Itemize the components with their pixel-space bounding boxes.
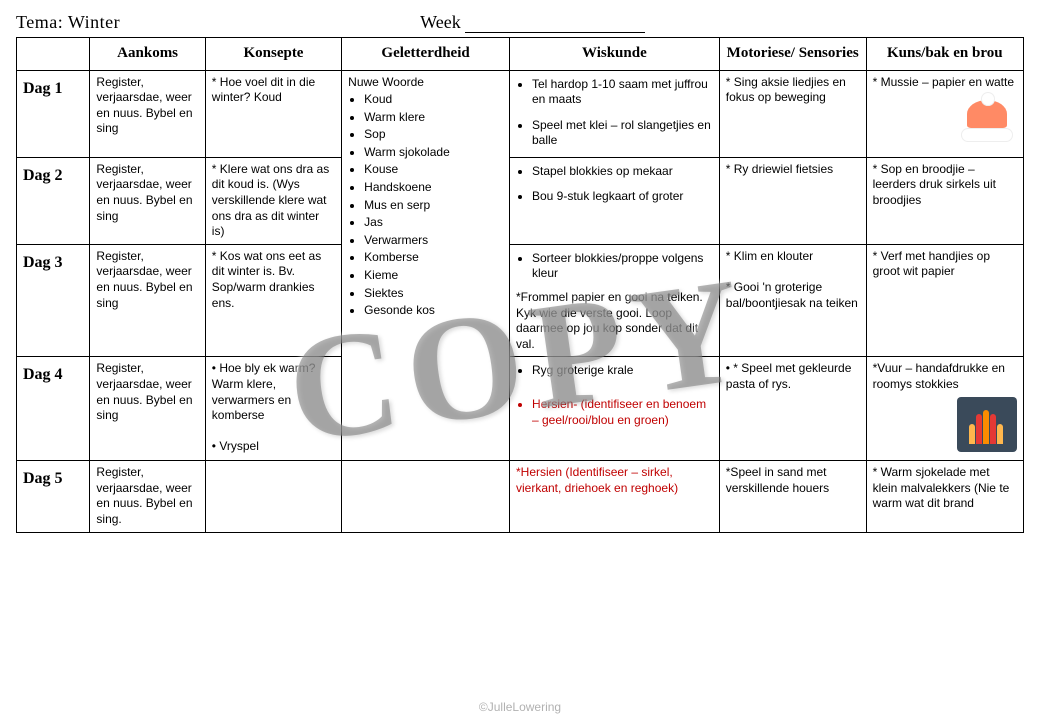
dag5-aankoms: Register, verjaarsdae, weer en nuus. Byb… <box>90 461 205 532</box>
dag4-label: Dag 4 <box>17 357 90 461</box>
dag1-wiskunde: Tel hardop 1-10 saam met juffrou en maat… <box>509 70 719 157</box>
row-dag1: Dag 1 Register, verjaarsdae, weer en nuu… <box>17 70 1024 157</box>
gel-item: Sop <box>364 127 503 143</box>
row-dag5: Dag 5 Register, verjaarsdae, weer en nuu… <box>17 461 1024 532</box>
week-underline <box>465 19 645 33</box>
geletterdheid-intro: Nuwe Woorde <box>348 75 424 89</box>
dag2-aankoms: Register, verjaarsdae, weer en nuus. Byb… <box>90 157 205 244</box>
gel-item: Komberse <box>364 250 503 266</box>
dag2-wiskunde: Stapel blokkies op mekaar Bou 9-stuk leg… <box>509 157 719 244</box>
dag2-konsepte: * Klere wat ons dra as dit koud is. (Wys… <box>205 157 341 244</box>
geletterdheid-list: Koud Warm klere Sop Warm sjokolade Kouse… <box>348 92 503 319</box>
week-label: Week <box>420 12 461 32</box>
gel-item: Siektes <box>364 286 503 302</box>
dag1-motories: * Sing aksie liedjies en fokus op bewegi… <box>719 70 866 157</box>
dag3-kuns: * Verf met handjies op groot wit papier <box>866 244 1023 357</box>
footer-credit: ©JulleLowering <box>479 700 561 714</box>
dag3-label: Dag 3 <box>17 244 90 357</box>
dag4-kuns: *Vuur – handafdrukke en roomys stokkies <box>866 357 1023 461</box>
dag4-kuns-text: *Vuur – handafdrukke en roomys stokkies <box>873 361 1005 391</box>
dag1-wis-item: Speel met klei – rol slangetjies en ball… <box>532 118 713 149</box>
row-dag2: Dag 2 Register, verjaarsdae, weer en nuu… <box>17 157 1024 244</box>
dag1-wis-item: Tel hardop 1-10 saam met juffrou en maat… <box>532 77 713 108</box>
dag2-wis-item: Stapel blokkies op mekaar <box>532 164 713 180</box>
dag5-motories: *Speel in sand met verskillende houers <box>719 461 866 532</box>
dag4-wis-a: Ryg groterige krale <box>532 363 713 379</box>
dag2-kuns: * Sop en broodjie – leerders druk sirkel… <box>866 157 1023 244</box>
dag1-aankoms: Register, verjaarsdae, weer en nuus. Byb… <box>90 70 205 157</box>
gel-item: Handskoene <box>364 180 503 196</box>
dag4-aankoms: Register, verjaarsdae, weer en nuus. Byb… <box>90 357 205 461</box>
dag3-motories: * Klim en klouter * Gooi 'n groterige ba… <box>719 244 866 357</box>
gel-item: Warm klere <box>364 110 503 126</box>
th-konsepte: Konsepte <box>205 38 341 71</box>
gel-item: Warm sjokolade <box>364 145 503 161</box>
th-day <box>17 38 90 71</box>
dag4-konsepte: • Hoe bly ek warm? Warm klere, verwarmer… <box>205 357 341 461</box>
hat-icon <box>957 94 1017 144</box>
dag1-konsepte: * Hoe voel dit in die winter? Koud <box>205 70 341 157</box>
dag3-wis-a: Sorteer blokkies/proppe volgens kleur <box>532 251 713 282</box>
gel-item: Koud <box>364 92 503 108</box>
dag4-motories: • * Speel met gekleurde pasta of rys. <box>719 357 866 461</box>
row-dag3: Dag 3 Register, verjaarsdae, weer en nuu… <box>17 244 1024 357</box>
dag2-wis-item: Bou 9-stuk legkaart of groter <box>532 189 713 205</box>
fire-icon <box>957 397 1017 452</box>
dag5-label: Dag 5 <box>17 461 90 532</box>
dag1-label: Dag 1 <box>17 70 90 157</box>
dag5-wiskunde: *Hersien (Identifiseer – sirkel, vierkan… <box>509 461 719 532</box>
dag2-motories: * Ry driewiel fietsies <box>719 157 866 244</box>
gel-item: Jas <box>364 215 503 231</box>
th-geletterdheid: Geletterdheid <box>342 38 510 71</box>
dag1-kuns-text: * Mussie – papier en watte <box>873 75 1014 89</box>
th-kuns: Kuns/bak en brou <box>866 38 1023 71</box>
dag5-konsepte <box>205 461 341 532</box>
gel-item: Mus en serp <box>364 198 503 214</box>
th-wiskunde: Wiskunde <box>509 38 719 71</box>
th-aankoms: Aankoms <box>90 38 205 71</box>
dag2-label: Dag 2 <box>17 157 90 244</box>
tema-label: Tema: <box>16 12 63 32</box>
geletterdheid-cell: Nuwe Woorde Koud Warm klere Sop Warm sjo… <box>342 70 510 461</box>
tema-value: Winter <box>68 12 120 32</box>
planner-table: Aankoms Konsepte Geletterdheid Wiskunde … <box>16 37 1024 533</box>
gel-item: Kieme <box>364 268 503 284</box>
dag4-wiskunde: Ryg groterige krale Hersien- (identifise… <box>509 357 719 461</box>
th-motories: Motoriese/ Sensories <box>719 38 866 71</box>
dag1-kuns: * Mussie – papier en watte <box>866 70 1023 157</box>
dag3-wis-b: *Frommel papier en gooi na teiken. Kyk w… <box>516 290 713 352</box>
gel-item: Verwarmers <box>364 233 503 249</box>
dag5-geletterdheid <box>342 461 510 532</box>
dag3-aankoms: Register, verjaarsdae, weer en nuus. Byb… <box>90 244 205 357</box>
gel-item: Kouse <box>364 162 503 178</box>
dag3-wiskunde: Sorteer blokkies/proppe volgens kleur *F… <box>509 244 719 357</box>
dag3-konsepte: * Kos wat ons eet as dit winter is. Bv. … <box>205 244 341 357</box>
dag4-wis-b: Hersien- (identifiseer en benoem – geel/… <box>532 397 713 428</box>
gel-item: Gesonde kos <box>364 303 503 319</box>
dag5-kuns: * Warm sjokelade met klein malvalekkers … <box>866 461 1023 532</box>
